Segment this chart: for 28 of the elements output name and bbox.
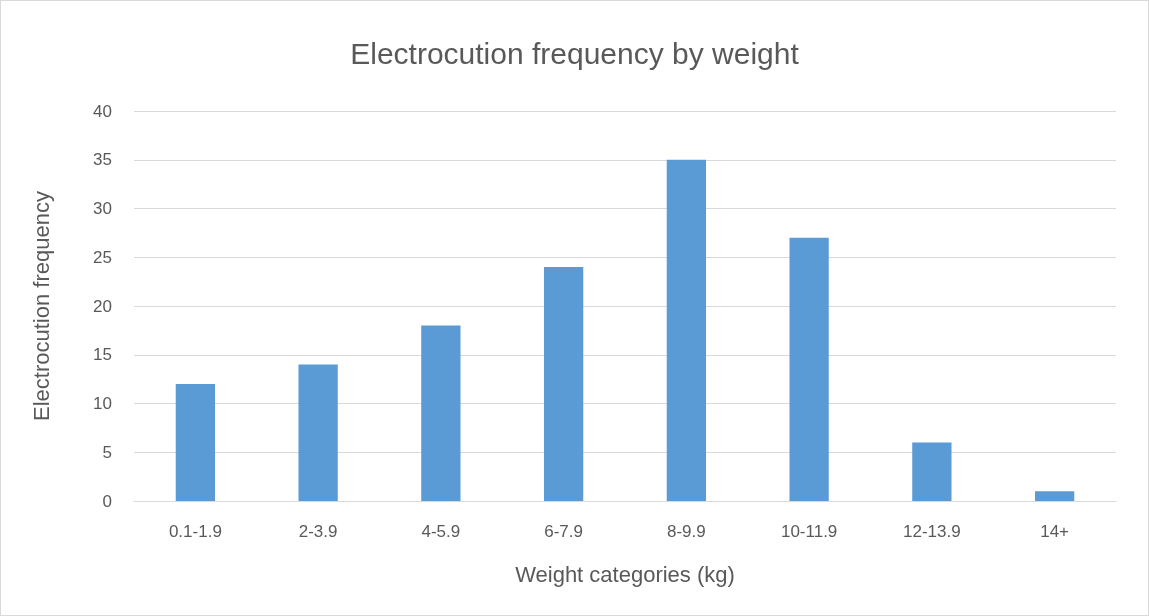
x-tick-label: 10-11.9 — [780, 522, 838, 541]
x-tick-label: 8-9.9 — [667, 522, 706, 541]
x-tick-label: 14+ — [1040, 522, 1070, 541]
chart-title: Electrocution frequency by weight — [350, 36, 800, 70]
y-tick-label: 5 — [102, 442, 112, 462]
y-tick-label: 20 — [93, 296, 112, 316]
x-axis-title: Weight categories (kg) — [515, 561, 735, 587]
y-tick-label: 10 — [93, 394, 112, 413]
x-tick-label: 2-3.9 — [298, 522, 338, 541]
bar — [175, 384, 216, 501]
y-axis-title: Electrocution frequency — [28, 191, 54, 421]
bar — [789, 237, 829, 501]
y-tick-label: 40 — [93, 101, 112, 121]
y-tick-label: 35 — [93, 150, 112, 170]
x-tick-label: 12-13.9 — [903, 522, 961, 541]
y-tick-label: 15 — [93, 345, 112, 365]
y-tick-label: 30 — [93, 199, 112, 218]
bar — [666, 159, 707, 501]
bar — [298, 364, 338, 501]
x-tick-label: 6-7.9 — [544, 522, 583, 541]
bar — [1034, 491, 1075, 501]
y-tick-label: 0 — [102, 491, 112, 511]
bar — [421, 325, 461, 501]
bar — [912, 442, 952, 501]
bar — [543, 267, 584, 501]
x-tick-label: 0.1-1.9 — [168, 522, 222, 541]
y-tick-label: 25 — [93, 247, 112, 267]
x-tick-label: 4-5.9 — [421, 522, 461, 541]
